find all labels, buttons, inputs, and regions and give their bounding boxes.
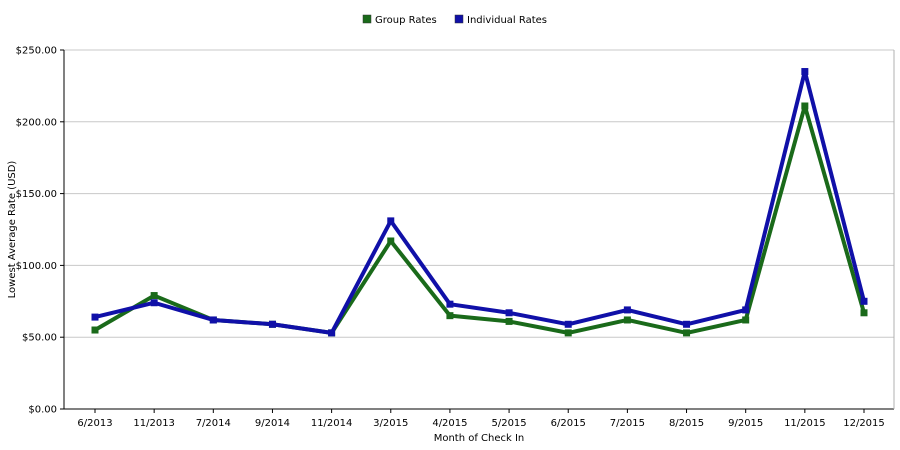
x-tick-label: 6/2013 xyxy=(77,418,112,429)
data-point xyxy=(91,326,99,334)
series-group xyxy=(91,68,868,337)
data-point xyxy=(505,317,513,325)
data-point xyxy=(683,329,691,337)
x-tick-label: 7/2015 xyxy=(610,418,645,429)
gridlines xyxy=(64,49,894,338)
x-tick-label: 9/2014 xyxy=(255,418,290,429)
x-tick-label: 7/2014 xyxy=(196,418,231,429)
y-axis-title: Lowest Average Rate (USD) xyxy=(7,161,18,299)
series-line xyxy=(94,69,866,335)
data-point xyxy=(328,329,336,337)
data-point xyxy=(387,237,395,245)
x-tick-label: 5/2015 xyxy=(491,418,526,429)
series-1 xyxy=(91,102,868,337)
y-tick-label: $150.00 xyxy=(16,189,57,200)
x-tick-label: 6/2015 xyxy=(551,418,586,429)
legend-label: Individual Rates xyxy=(467,15,547,26)
y-tick-label: $100.00 xyxy=(16,261,57,272)
axes xyxy=(63,50,895,410)
data-point xyxy=(801,102,809,110)
data-point xyxy=(91,313,99,321)
data-point xyxy=(683,320,691,328)
data-point xyxy=(623,306,631,314)
legend-swatch xyxy=(454,14,464,24)
data-point xyxy=(446,300,454,308)
x-tick-label: 3/2015 xyxy=(373,418,408,429)
data-point xyxy=(150,292,158,300)
data-point xyxy=(860,309,868,317)
x-axis-ticks: 6/2013 11/2013 7/2014 9/2014 11/2014 3/2015 4/… xyxy=(77,409,885,429)
data-point xyxy=(801,68,809,76)
legend-swatch xyxy=(362,14,372,24)
y-tick-label: $250.00 xyxy=(16,46,57,57)
data-point xyxy=(742,306,750,314)
x-tick-label: 12/2015 xyxy=(843,418,885,429)
y-tick-label: $0.00 xyxy=(28,405,57,416)
data-point xyxy=(505,309,513,317)
data-point xyxy=(209,316,217,324)
data-point xyxy=(387,217,395,225)
data-point xyxy=(564,320,572,328)
series-2 xyxy=(91,68,868,337)
data-point xyxy=(268,320,276,328)
y-tick-label: $200.00 xyxy=(16,117,57,128)
x-tick-label: 4/2015 xyxy=(432,418,467,429)
data-point xyxy=(623,316,631,324)
x-tick-label: 11/2015 xyxy=(784,418,826,429)
data-point xyxy=(742,316,750,324)
x-tick-label: 8/2015 xyxy=(669,418,704,429)
y-axis-ticks: $0.00 $50.00 $100.00 $150.00 $200.00 $250.00 xyxy=(16,46,64,416)
x-tick-label: 11/2014 xyxy=(311,418,353,429)
legend: Group Rates Individual Rates xyxy=(362,14,547,26)
x-tick-label: 11/2013 xyxy=(133,418,175,429)
data-point xyxy=(446,312,454,320)
y-tick-label: $50.00 xyxy=(22,333,57,344)
x-axis-title: Month of Check In xyxy=(434,433,525,444)
data-point xyxy=(150,299,158,307)
data-point xyxy=(860,297,868,305)
x-tick-label: 9/2015 xyxy=(728,418,763,429)
legend-label: Group Rates xyxy=(375,15,437,26)
data-point xyxy=(564,329,572,337)
